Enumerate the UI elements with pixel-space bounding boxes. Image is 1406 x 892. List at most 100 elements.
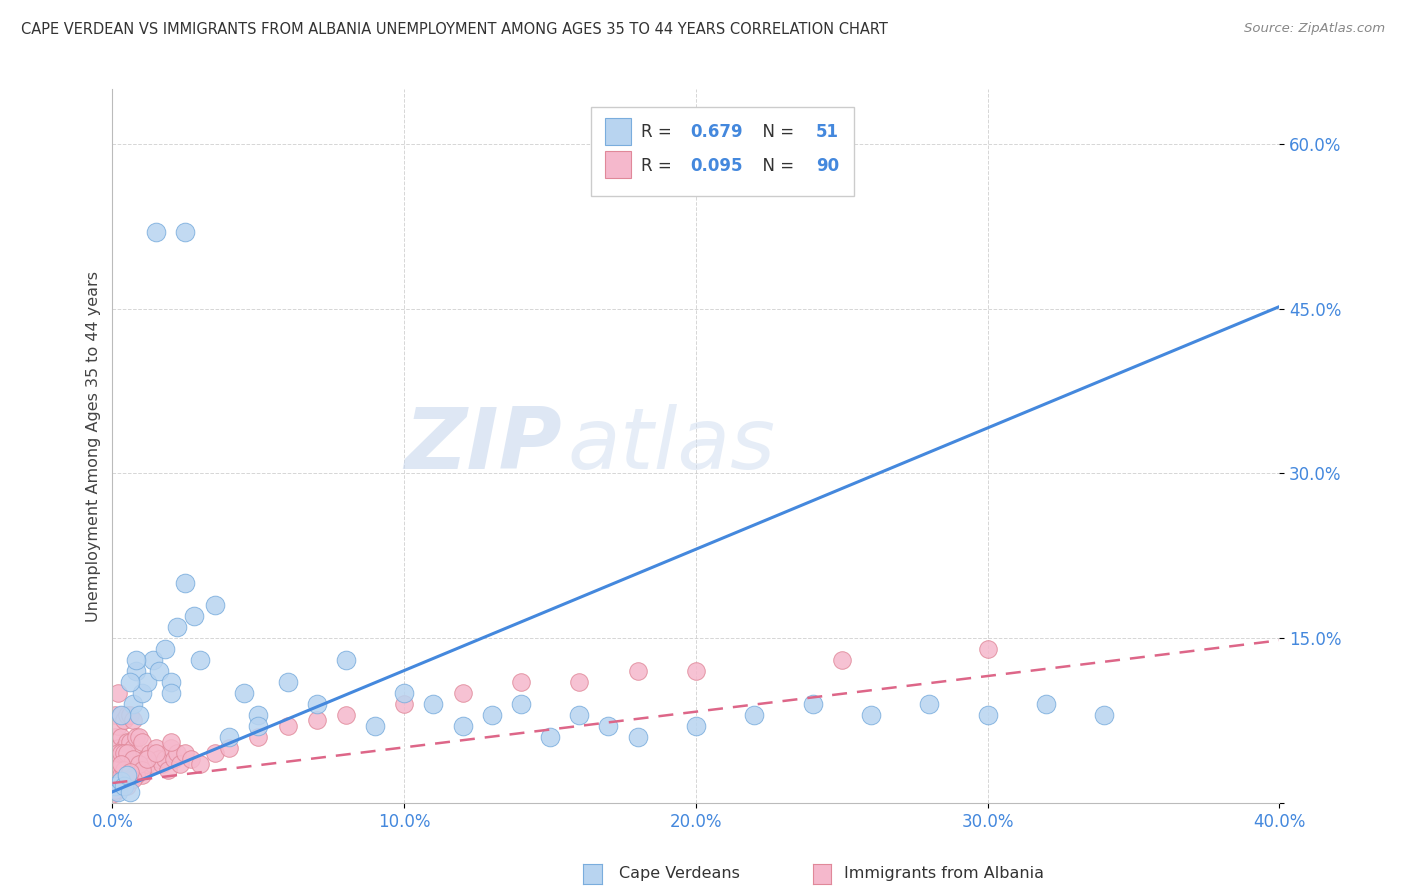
Point — [394, 686, 416, 700]
Point — [150, 757, 173, 772]
Point — [112, 780, 135, 794]
Text: N =: N = — [752, 123, 800, 141]
Point — [118, 763, 141, 777]
Point — [169, 757, 191, 772]
Point — [107, 747, 129, 761]
Point — [107, 719, 129, 733]
Text: Immigrants from Albania: Immigrants from Albania — [844, 866, 1043, 881]
Point — [118, 785, 141, 799]
FancyBboxPatch shape — [605, 152, 631, 178]
Point — [204, 598, 226, 612]
Point — [125, 763, 148, 777]
Point — [115, 780, 138, 794]
Point — [122, 740, 145, 755]
Point — [115, 763, 138, 777]
Point — [174, 225, 197, 239]
Point — [110, 708, 132, 723]
Point — [204, 747, 226, 761]
Point — [247, 730, 270, 744]
Point — [174, 576, 197, 591]
Point — [364, 719, 387, 733]
Point — [115, 773, 138, 788]
Point — [188, 757, 211, 772]
Point — [122, 714, 145, 728]
Text: atlas: atlas — [568, 404, 776, 488]
Point — [394, 697, 416, 711]
Point — [131, 735, 153, 749]
Point — [174, 747, 197, 761]
Text: Source: ZipAtlas.com: Source: ZipAtlas.com — [1244, 22, 1385, 36]
Point — [110, 773, 132, 788]
Point — [110, 708, 132, 723]
Point — [139, 747, 162, 761]
Point — [107, 740, 129, 755]
Text: 0.679: 0.679 — [690, 123, 742, 141]
Point — [107, 763, 129, 777]
Point — [305, 714, 328, 728]
Point — [107, 780, 129, 794]
Point — [118, 708, 141, 723]
Point — [101, 780, 124, 794]
Point — [125, 653, 148, 667]
Point — [104, 785, 127, 799]
FancyBboxPatch shape — [591, 107, 853, 196]
Point — [122, 752, 145, 766]
Point — [104, 780, 127, 794]
Point — [136, 752, 159, 766]
Point — [104, 730, 127, 744]
Point — [481, 708, 503, 723]
FancyBboxPatch shape — [605, 118, 631, 145]
Point — [104, 782, 127, 797]
Text: CAPE VERDEAN VS IMMIGRANTS FROM ALBANIA UNEMPLOYMENT AMONG AGES 35 TO 44 YEARS C: CAPE VERDEAN VS IMMIGRANTS FROM ALBANIA … — [21, 22, 889, 37]
Text: 90: 90 — [815, 157, 839, 175]
Point — [153, 642, 176, 657]
Point — [125, 768, 148, 782]
Point — [101, 773, 124, 788]
Point — [247, 708, 270, 723]
Point — [136, 675, 159, 690]
Point — [131, 763, 153, 777]
Y-axis label: Unemployment Among Ages 35 to 44 years: Unemployment Among Ages 35 to 44 years — [86, 270, 101, 622]
Point — [918, 697, 941, 711]
Point — [160, 735, 183, 749]
Point — [218, 740, 240, 755]
Point — [134, 752, 156, 766]
Point — [627, 664, 650, 678]
Point — [104, 773, 127, 788]
Point — [101, 787, 124, 801]
Point — [112, 773, 135, 788]
Point — [112, 768, 135, 782]
Point — [153, 752, 176, 766]
Point — [110, 757, 132, 772]
Point — [685, 664, 707, 678]
Point — [142, 653, 165, 667]
Point — [110, 730, 132, 744]
Point — [685, 719, 707, 733]
Point — [976, 708, 998, 723]
Point — [218, 730, 240, 744]
Point — [801, 697, 824, 711]
Point — [107, 785, 129, 799]
Point — [131, 768, 153, 782]
Point — [104, 757, 127, 772]
Point — [627, 730, 650, 744]
Point — [335, 653, 357, 667]
Point — [122, 768, 145, 782]
Point — [125, 730, 148, 744]
Point — [128, 730, 150, 744]
Point — [163, 752, 186, 766]
Point — [101, 752, 124, 766]
Point — [112, 763, 135, 777]
Point — [112, 714, 135, 728]
Point — [110, 768, 132, 782]
Point — [122, 772, 145, 786]
Text: Cape Verdeans: Cape Verdeans — [619, 866, 740, 881]
Point — [107, 776, 129, 790]
Point — [142, 757, 165, 772]
Point — [110, 747, 132, 761]
Point — [860, 708, 883, 723]
Point — [598, 719, 620, 733]
Point — [1035, 697, 1057, 711]
Point — [976, 642, 998, 657]
Point — [145, 225, 167, 239]
